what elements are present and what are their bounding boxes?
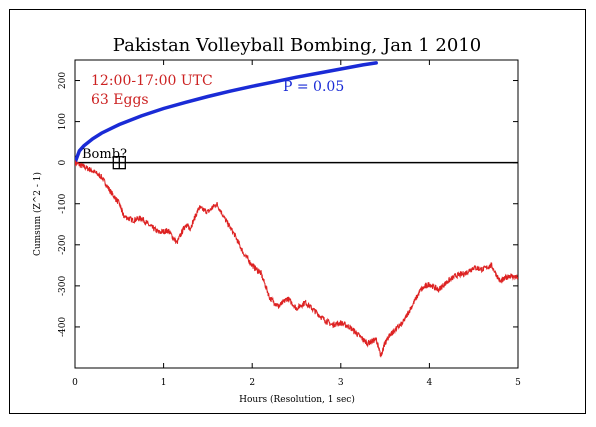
y-tick-label: -200 (58, 234, 68, 254)
bomb-event-marker (112, 156, 126, 170)
bomb-annotation: Bomb? (82, 147, 127, 162)
x-axis-label: Hours (Resolution, 1 sec) (239, 394, 355, 405)
p-value-annotation: P = 0.05 (283, 79, 344, 95)
eggs-count-annotation: 63 Eggs (91, 92, 149, 108)
y-tick-label: 100 (58, 113, 68, 130)
x-tick-label: 1 (161, 378, 167, 388)
x-tick-label: 4 (427, 378, 433, 388)
plot-area (74, 59, 519, 369)
y-axis-label: Cumsum (Z^2 - 1) (32, 172, 43, 256)
y-tick-label: 200 (58, 72, 68, 89)
x-tick-label: 0 (72, 378, 78, 388)
x-axis: 0 1 2 3 4 5 (72, 60, 521, 388)
chart-title: Pakistan Volleyball Bombing, Jan 1 2010 (113, 35, 481, 56)
time-range-annotation: 12:00-17:00 UTC (91, 73, 213, 89)
y-tick-label: -400 (58, 317, 68, 337)
figure-frame (9, 9, 586, 414)
y-tick-label: -300 (58, 275, 68, 295)
y-tick-label: 0 (58, 160, 68, 166)
cumsum-series-line (75, 160, 518, 358)
x-tick-label: 3 (338, 378, 344, 388)
y-tick-label: -100 (58, 193, 68, 213)
x-tick-label: 5 (515, 378, 521, 388)
x-tick-label: 2 (249, 378, 255, 388)
probability-envelope-line (75, 61, 378, 165)
